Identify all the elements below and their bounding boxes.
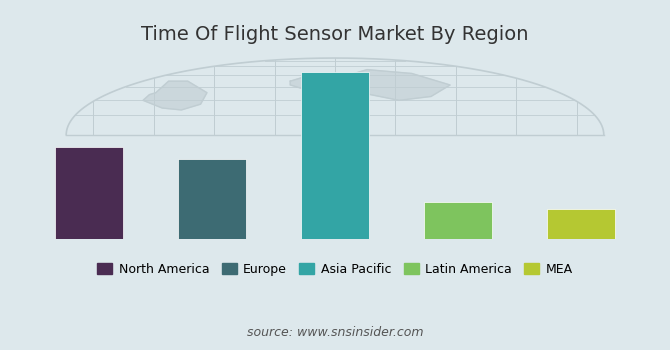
Polygon shape <box>143 81 207 110</box>
Bar <box>178 159 246 239</box>
Text: Time Of Flight Sensor Market By Region: Time Of Flight Sensor Market By Region <box>141 25 529 43</box>
Text: source: www.snsinsider.com: source: www.snsinsider.com <box>247 327 423 340</box>
Bar <box>547 209 615 239</box>
Polygon shape <box>335 70 450 100</box>
Bar <box>424 202 492 239</box>
Bar <box>301 72 369 239</box>
Bar <box>55 147 123 239</box>
Polygon shape <box>303 97 342 118</box>
Polygon shape <box>290 75 322 89</box>
Legend: North America, Europe, Asia Pacific, Latin America, MEA: North America, Europe, Asia Pacific, Lat… <box>92 258 578 281</box>
